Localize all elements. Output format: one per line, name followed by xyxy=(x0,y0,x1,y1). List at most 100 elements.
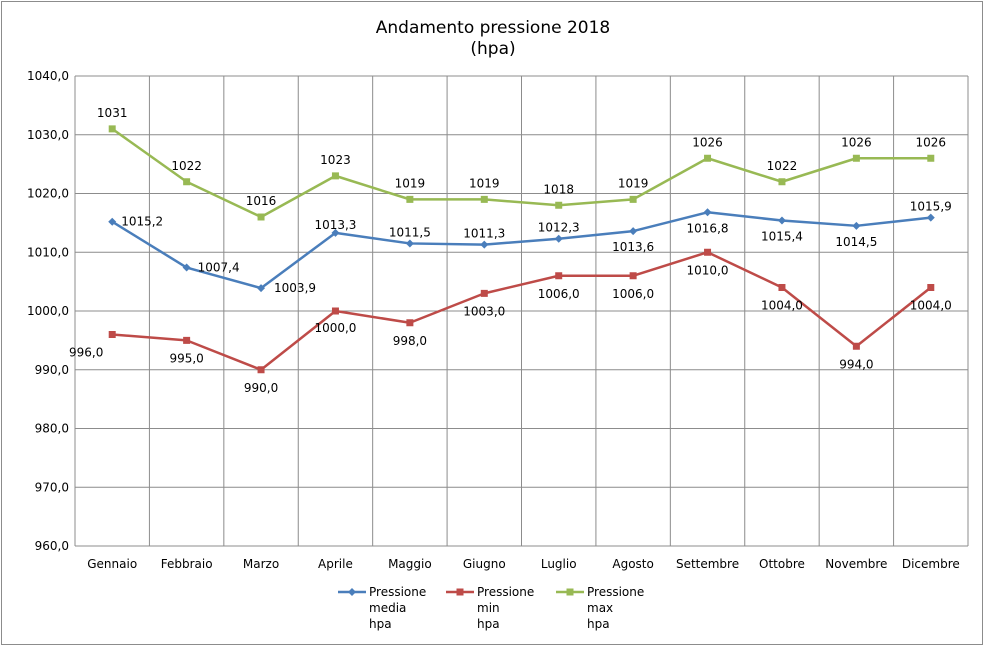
x-tick-label: Settembre xyxy=(676,557,739,571)
data-point-marker xyxy=(331,172,339,180)
legend-label: max xyxy=(587,601,613,615)
legend-label: hpa xyxy=(587,617,610,631)
x-tick-label: Gennaio xyxy=(87,557,137,571)
x-tick-label: Ottobre xyxy=(759,557,805,571)
x-tick-label: Marzo xyxy=(243,557,279,571)
data-point-marker xyxy=(927,154,935,162)
data-point-marker xyxy=(480,289,488,297)
x-tick-label: Novembre xyxy=(825,557,887,571)
data-point-marker xyxy=(703,208,712,217)
data-label: 1019 xyxy=(395,176,426,190)
data-point-marker xyxy=(183,178,191,186)
x-tick-label: Luglio xyxy=(541,557,577,571)
data-point-marker xyxy=(406,195,414,203)
data-point-marker xyxy=(926,213,935,222)
data-point-marker xyxy=(331,228,340,237)
data-point-marker xyxy=(852,342,860,350)
legend-label: Pressione xyxy=(587,585,644,599)
x-tick-label: Aprile xyxy=(318,557,353,571)
data-label: 995,0 xyxy=(169,351,203,365)
y-tick-label: 1030,0 xyxy=(27,128,69,142)
legend-marker xyxy=(456,588,464,596)
data-point-marker xyxy=(629,195,637,203)
chart-title-line1: Andamento pressione 2018 xyxy=(376,18,610,38)
data-point-marker xyxy=(406,319,414,327)
data-label: 1026 xyxy=(841,135,872,149)
data-label: 1012,3 xyxy=(538,221,580,235)
data-point-marker xyxy=(257,213,265,221)
data-label: 1022 xyxy=(171,159,202,173)
data-label: 1006,0 xyxy=(612,287,654,301)
data-label: 1019 xyxy=(469,176,500,190)
data-label: 1013,6 xyxy=(612,240,654,254)
data-label: 1031 xyxy=(97,106,128,120)
y-tick-label: 1010,0 xyxy=(27,245,69,259)
data-point-marker xyxy=(257,366,265,374)
data-point-marker xyxy=(183,336,191,344)
legend-label: min xyxy=(477,601,500,615)
x-tick-label: Maggio xyxy=(388,557,432,571)
legend-label: hpa xyxy=(369,617,392,631)
data-label: 1003,9 xyxy=(274,281,316,295)
data-point-marker xyxy=(480,240,489,249)
legend-label: hpa xyxy=(477,617,500,631)
y-tick-label: 960,0 xyxy=(35,539,69,553)
data-label: 1026 xyxy=(692,135,723,149)
legend-label: media xyxy=(369,601,406,615)
data-label: 1019 xyxy=(618,176,649,190)
data-label: 1014,5 xyxy=(835,235,877,249)
data-label: 1016,8 xyxy=(687,221,729,235)
data-label: 1023 xyxy=(320,153,351,167)
series-line-2 xyxy=(111,127,931,219)
y-tick-label: 970,0 xyxy=(35,480,69,494)
data-label: 1000,0 xyxy=(314,321,356,335)
data-point-marker xyxy=(405,239,414,248)
y-tick-label: 1000,0 xyxy=(27,304,69,318)
legend-marker xyxy=(348,588,356,596)
data-label: 1011,3 xyxy=(463,227,505,241)
y-tick-label: 1040,0 xyxy=(27,69,69,83)
data-point-marker xyxy=(629,227,638,236)
series-lines xyxy=(108,125,935,374)
data-label: 1013,3 xyxy=(314,218,356,232)
data-label: 1026 xyxy=(916,135,947,149)
data-point-marker xyxy=(777,216,786,225)
grid-lines xyxy=(74,75,969,547)
data-point-marker xyxy=(331,307,339,315)
x-axis-ticks: Gennaio Febbraio Marzo Aprile Maggio Giugno Lu… xyxy=(87,557,960,571)
legend-label: Pressione xyxy=(477,585,534,599)
data-label: 1015,2 xyxy=(121,215,163,229)
y-tick-label: 1020,0 xyxy=(27,187,69,201)
chart-title-line2: (hpa) xyxy=(470,39,515,59)
data-point-marker xyxy=(704,154,712,162)
data-label: 1003,0 xyxy=(463,304,505,318)
data-point-marker xyxy=(108,217,117,226)
data-label: 1022 xyxy=(767,159,798,173)
data-point-marker xyxy=(778,178,786,186)
data-point-marker xyxy=(554,234,563,243)
data-point-marker xyxy=(927,284,935,291)
data-point-marker xyxy=(555,272,563,280)
legend-label: Pressione xyxy=(369,585,426,599)
data-point-marker xyxy=(182,263,191,272)
x-tick-label: Agosto xyxy=(612,557,653,571)
data-point-marker xyxy=(257,284,266,293)
data-label: 1018 xyxy=(543,182,574,196)
data-label: 1006,0 xyxy=(538,287,580,301)
x-tick-label: Giugno xyxy=(463,557,506,571)
y-tick-label: 990,0 xyxy=(35,363,69,377)
data-label: 996,0 xyxy=(69,346,103,360)
data-point-marker xyxy=(108,331,116,338)
data-label: 1015,4 xyxy=(761,230,803,244)
data-point-marker xyxy=(852,221,861,230)
data-point-marker xyxy=(852,154,860,162)
data-point-marker xyxy=(778,284,786,291)
y-axis-ticks: 960,0 970,0 980,0 990,0 1000,0 1010,0 1020,0 10… xyxy=(27,69,69,553)
data-label: 1010,0 xyxy=(687,263,729,277)
x-tick-label: Dicembre xyxy=(902,557,960,571)
series-line-0 xyxy=(111,211,931,290)
series-line-1 xyxy=(112,251,932,371)
data-label: 990,0 xyxy=(244,381,278,395)
data-label: 1004,0 xyxy=(910,299,952,313)
